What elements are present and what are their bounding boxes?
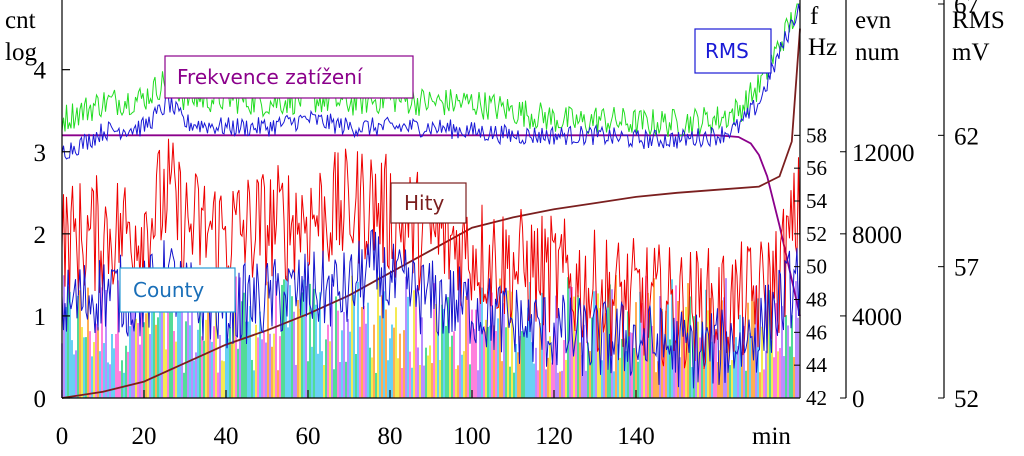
freq-tick-label: 42 [806,386,827,410]
left-tick-label: 2 [34,222,47,249]
counts-label-text: County [133,278,204,302]
series-frekvence-zat-en- [62,134,801,317]
freq-tick-label: 54 [806,189,828,213]
frequency-label: Frekvence zatížení [164,55,414,99]
frequency-label-text: Frekvence zatížení [177,65,364,89]
left-axis-title-2: log [5,39,37,66]
left-tick-label: 3 [34,140,47,167]
counts-label: County [119,267,236,313]
rms-label-box [694,28,772,74]
freq-tick-label: 46 [806,320,827,344]
rms-label-text: RMS [705,39,749,63]
bottom-axis-unit: min [752,423,791,450]
freq-tick-label: 48 [806,288,827,312]
freq-tick-label: 56 [806,156,827,180]
axes [61,0,945,399]
rms-label: RMS [694,28,772,74]
bottom-tick-label: 80 [378,423,403,450]
events-axis-title-1: evn [855,7,892,34]
events-tick-label: 4000 [852,304,902,331]
bottom-tick-label: 140 [617,423,655,450]
frequency-label-box [164,55,414,99]
rms-axis-title-2: mV [952,39,990,66]
rms-tick-label: 62 [954,123,979,150]
bottom-tick-label: 120 [535,423,573,450]
freq-tick-label: 58 [806,123,827,147]
hits-label-text: Hity [404,191,444,215]
bottom-tick-label: 0 [56,423,69,450]
events-tick-label: 8000 [852,222,902,249]
left-tick-label: 4 [34,58,47,85]
hits-label-box [390,182,467,224]
series-hity [61,28,801,399]
series-layer [61,3,801,399]
freq-tick-label: 44 [806,353,828,377]
bottom-tick-label: 20 [132,423,157,450]
freq-axis-title-1: f [810,3,819,30]
freq-axis-title-2: Hz [808,34,837,61]
counts-label-box [119,267,236,313]
rms-tick-label: 57 [954,255,979,282]
rms-tick-label: 52 [954,386,979,413]
rms-tick-label: 67 [954,0,979,19]
events-axis-title-2: num [855,39,900,66]
bottom-tick-label: 40 [214,423,239,450]
bottom-tick-label: 60 [296,423,321,450]
bottom-tick-label: 100 [453,423,491,450]
series-rms [61,3,801,160]
left-tick-label: 1 [34,304,47,331]
freq-tick-label: 52 [806,222,827,246]
hits-label: Hity [390,182,467,224]
rms-axis-title-1: RMS [952,7,1005,34]
events-tick-label: 12000 [852,140,915,167]
left-tick-label: 0 [34,386,47,413]
left-axis-title-1: cnt [5,7,36,34]
freq-tick-label: 50 [806,255,827,279]
events-tick-label: 0 [852,386,865,413]
